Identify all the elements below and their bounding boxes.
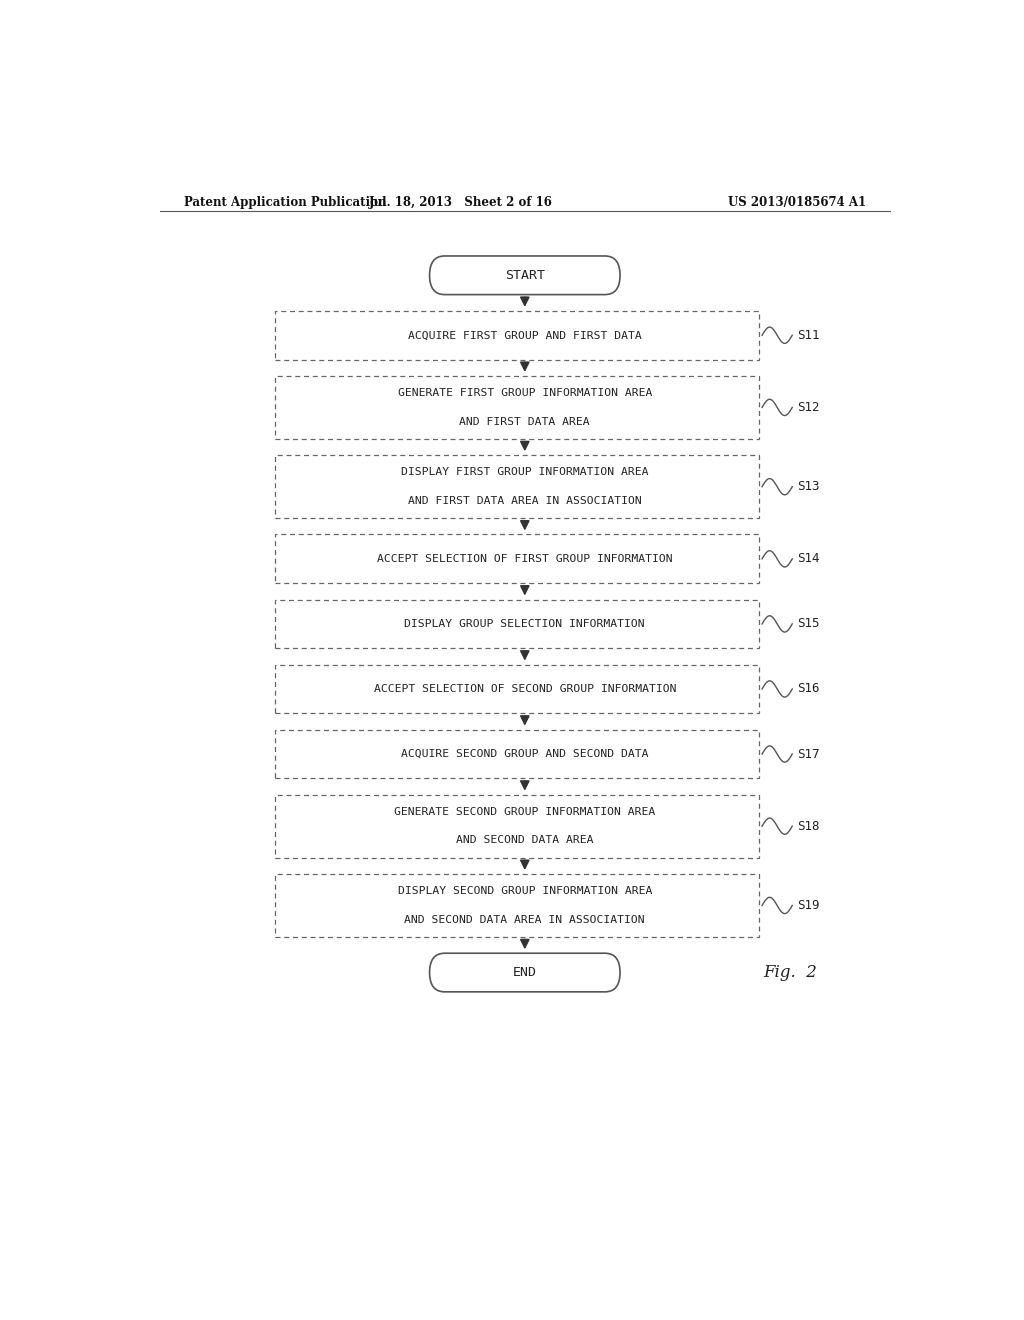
Text: GENERATE FIRST GROUP INFORMATION AREA: GENERATE FIRST GROUP INFORMATION AREA — [397, 388, 652, 399]
Text: Fig.  2: Fig. 2 — [763, 964, 817, 981]
Text: S19: S19 — [797, 899, 819, 912]
Text: S18: S18 — [797, 820, 819, 833]
Text: S14: S14 — [797, 552, 819, 565]
Text: AND FIRST DATA AREA IN ASSOCIATION: AND FIRST DATA AREA IN ASSOCIATION — [408, 496, 642, 506]
FancyBboxPatch shape — [274, 599, 759, 648]
Text: START: START — [505, 269, 545, 281]
Text: GENERATE SECOND GROUP INFORMATION AREA: GENERATE SECOND GROUP INFORMATION AREA — [394, 807, 655, 817]
Text: ACQUIRE FIRST GROUP AND FIRST DATA: ACQUIRE FIRST GROUP AND FIRST DATA — [408, 330, 642, 341]
FancyBboxPatch shape — [430, 256, 620, 294]
Text: S11: S11 — [797, 329, 819, 342]
Text: Jul. 18, 2013   Sheet 2 of 16: Jul. 18, 2013 Sheet 2 of 16 — [370, 195, 553, 209]
Text: S12: S12 — [797, 401, 819, 414]
Text: ACQUIRE SECOND GROUP AND SECOND DATA: ACQUIRE SECOND GROUP AND SECOND DATA — [401, 748, 648, 759]
Text: Patent Application Publication: Patent Application Publication — [183, 195, 386, 209]
Text: DISPLAY FIRST GROUP INFORMATION AREA: DISPLAY FIRST GROUP INFORMATION AREA — [401, 467, 648, 478]
Text: S17: S17 — [797, 747, 819, 760]
Text: US 2013/0185674 A1: US 2013/0185674 A1 — [728, 195, 866, 209]
Text: ACCEPT SELECTION OF SECOND GROUP INFORMATION: ACCEPT SELECTION OF SECOND GROUP INFORMA… — [374, 684, 676, 694]
FancyBboxPatch shape — [274, 874, 759, 937]
Text: ACCEPT SELECTION OF FIRST GROUP INFORMATION: ACCEPT SELECTION OF FIRST GROUP INFORMAT… — [377, 554, 673, 564]
Text: END: END — [513, 966, 537, 979]
Text: S16: S16 — [797, 682, 819, 696]
Text: DISPLAY SECOND GROUP INFORMATION AREA: DISPLAY SECOND GROUP INFORMATION AREA — [397, 886, 652, 896]
FancyBboxPatch shape — [274, 312, 759, 359]
Text: AND SECOND DATA AREA IN ASSOCIATION: AND SECOND DATA AREA IN ASSOCIATION — [404, 915, 645, 925]
FancyBboxPatch shape — [274, 730, 759, 779]
Text: DISPLAY GROUP SELECTION INFORMATION: DISPLAY GROUP SELECTION INFORMATION — [404, 619, 645, 628]
FancyBboxPatch shape — [430, 953, 620, 991]
Text: AND FIRST DATA AREA: AND FIRST DATA AREA — [460, 417, 590, 426]
FancyBboxPatch shape — [274, 535, 759, 583]
Text: S13: S13 — [797, 480, 819, 494]
Text: S15: S15 — [797, 618, 819, 631]
FancyBboxPatch shape — [274, 795, 759, 858]
FancyBboxPatch shape — [274, 376, 759, 440]
FancyBboxPatch shape — [274, 664, 759, 713]
Text: AND SECOND DATA AREA: AND SECOND DATA AREA — [456, 836, 594, 845]
FancyBboxPatch shape — [274, 455, 759, 519]
